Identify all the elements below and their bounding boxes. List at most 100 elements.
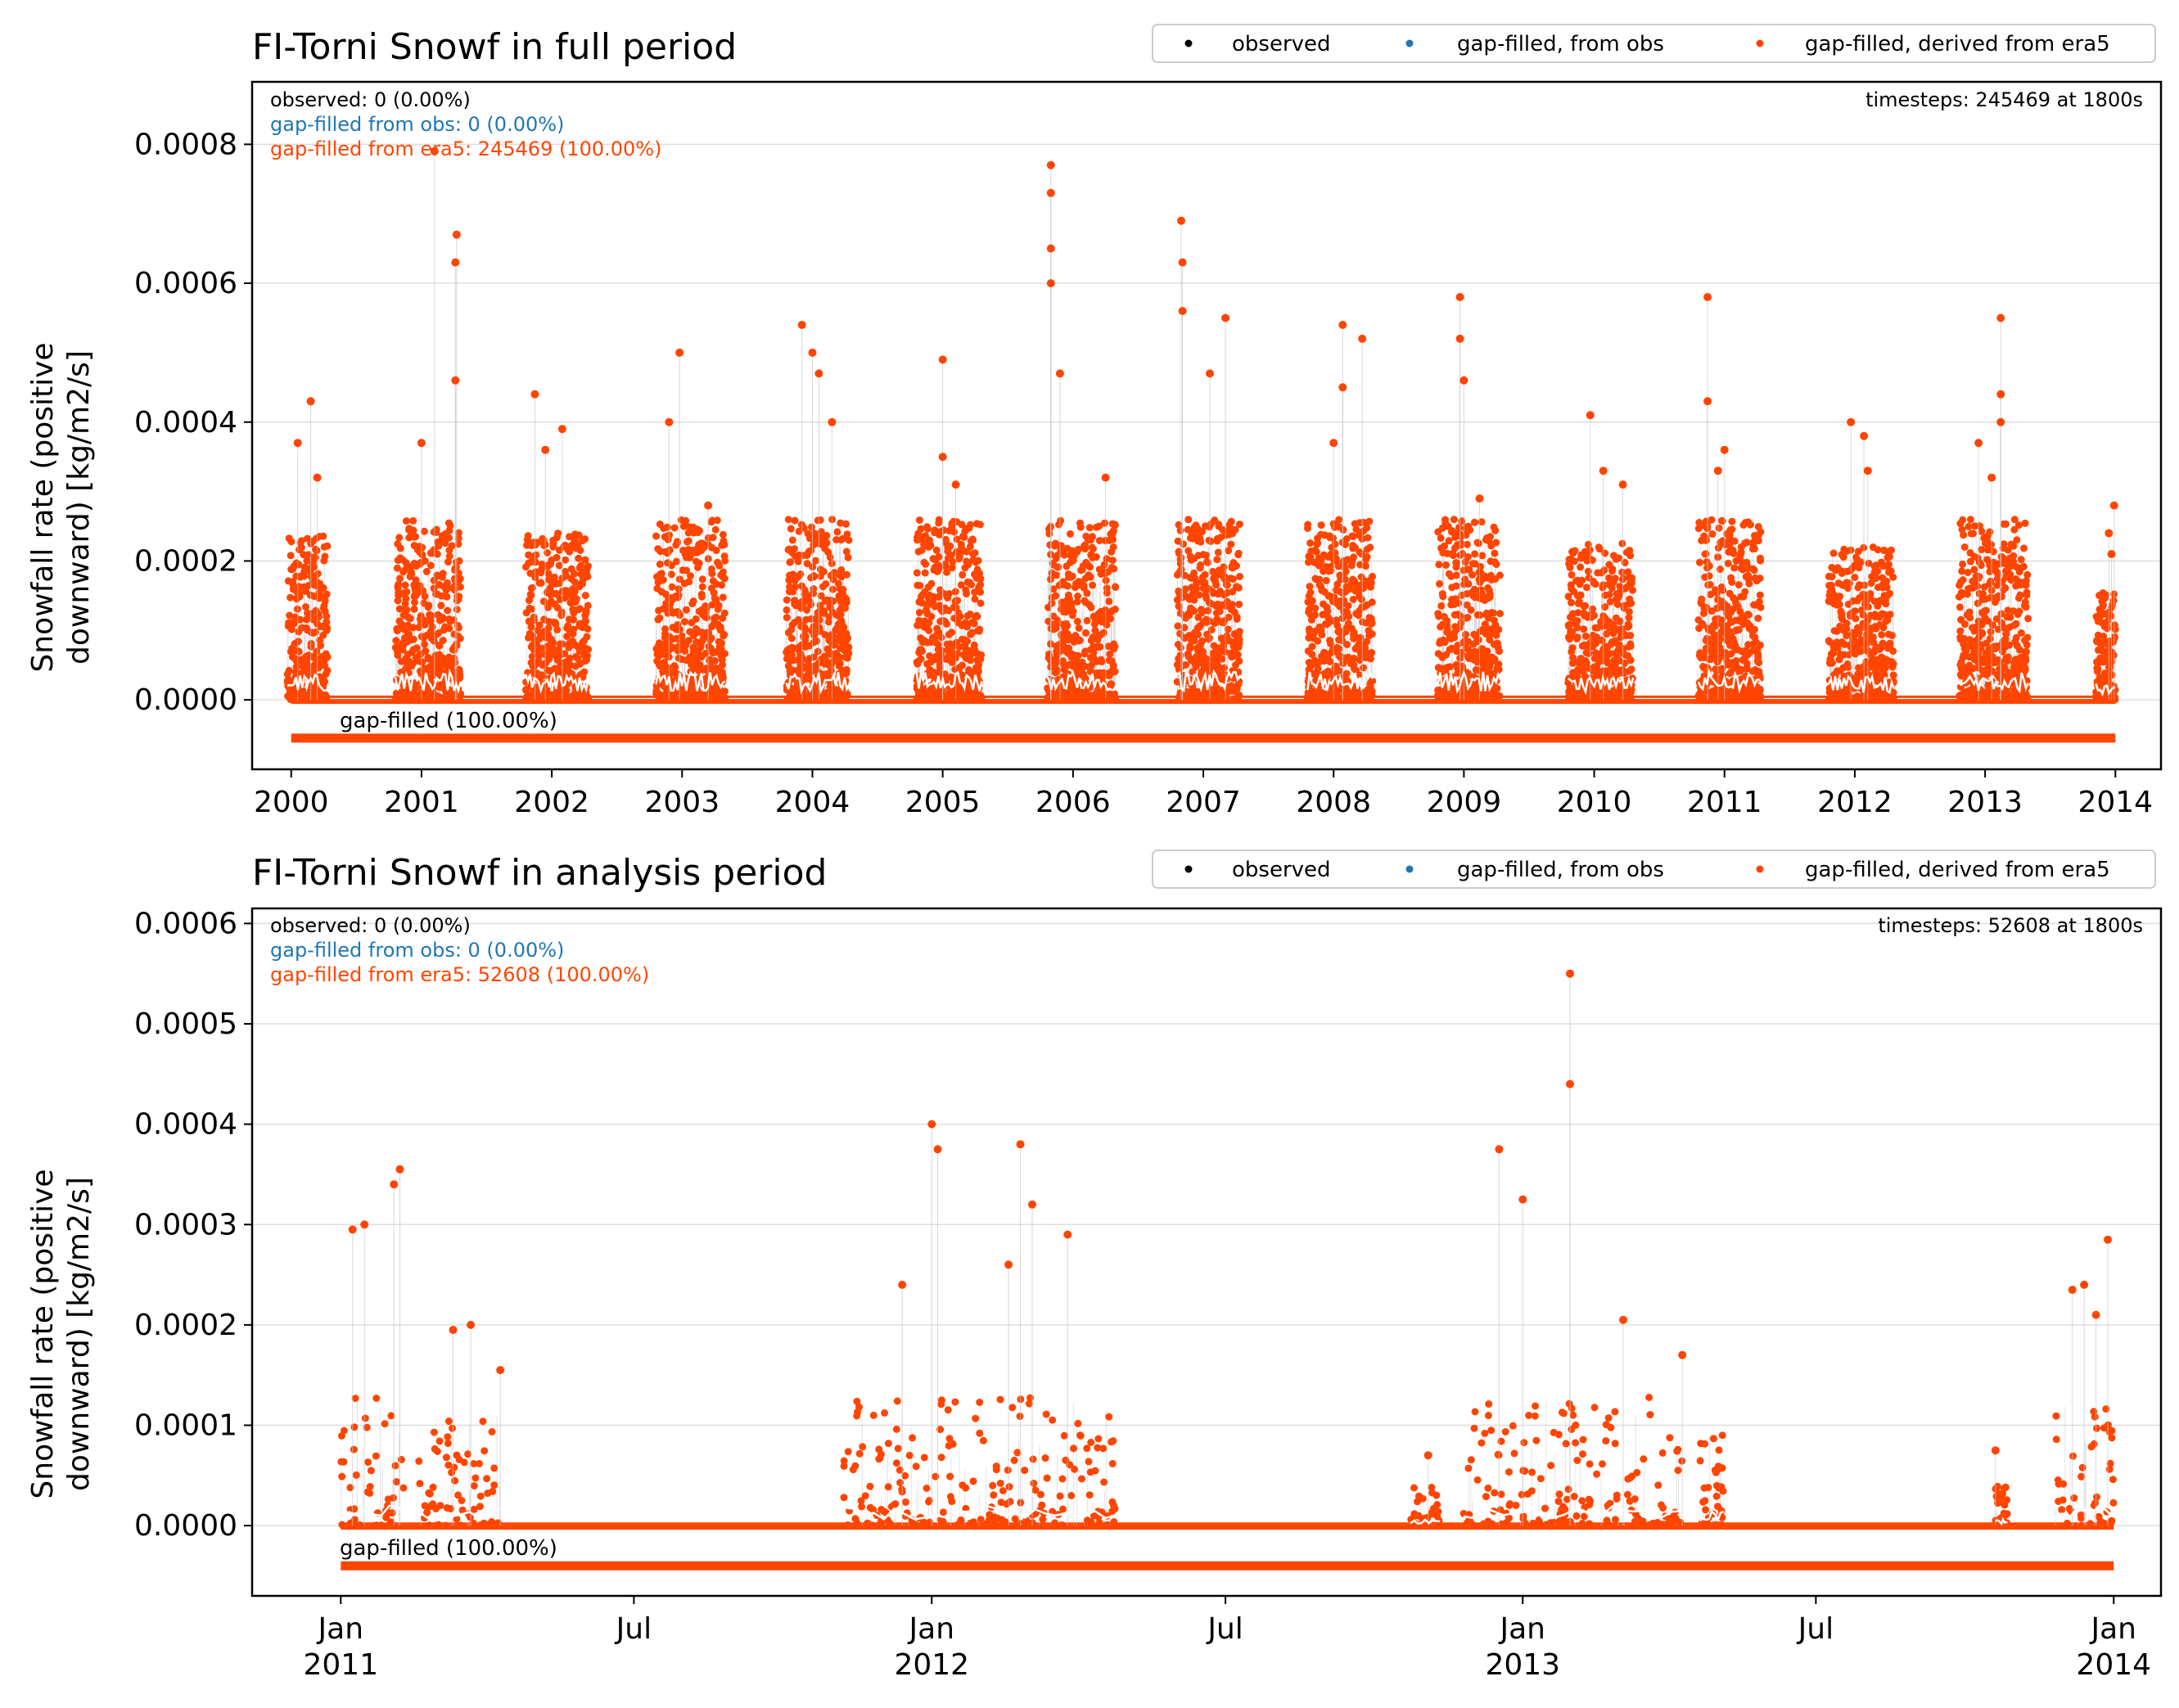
data-point (1081, 575, 1090, 583)
mean-line (785, 672, 850, 696)
data-point (1341, 657, 1348, 665)
data-point (571, 662, 580, 670)
data-point (552, 689, 560, 697)
peak-point (951, 480, 960, 489)
x-tick-label: 2012 (1817, 786, 1893, 819)
data-point (925, 591, 933, 599)
data-point (575, 620, 584, 628)
data-point (1188, 605, 1196, 613)
data-point (546, 584, 554, 593)
season-cluster (652, 348, 729, 704)
data-point (1108, 557, 1117, 565)
data-point (1204, 664, 1212, 672)
data-point (289, 585, 297, 593)
data-point (720, 632, 728, 640)
data-point (707, 584, 715, 593)
data-point (1099, 629, 1108, 637)
data-point (971, 549, 979, 557)
data-point (832, 536, 841, 543)
data-point (1201, 570, 1209, 579)
data-point (712, 580, 720, 588)
data-point (323, 626, 331, 634)
data-point (444, 606, 452, 615)
data-point (1194, 552, 1202, 560)
data-point (435, 580, 444, 588)
data-point (433, 550, 441, 558)
data-point (1334, 628, 1342, 636)
data-point (439, 654, 446, 662)
data-point (455, 557, 463, 565)
data-point (312, 545, 319, 553)
peak-point (1329, 439, 1338, 448)
data-point (319, 532, 327, 540)
data-point (311, 575, 319, 584)
data-point (958, 692, 966, 701)
data-point (829, 585, 837, 593)
data-point (1348, 532, 1356, 540)
data-point (936, 531, 944, 539)
data-point (410, 605, 418, 613)
data-point (532, 688, 540, 696)
data-point (807, 615, 815, 623)
data-point (833, 528, 841, 536)
data-point (450, 687, 458, 696)
data-point (688, 619, 696, 627)
data-point (523, 693, 531, 701)
data-point (837, 519, 845, 527)
data-point (1188, 584, 1196, 592)
data-point (696, 693, 704, 701)
mean-line (655, 670, 726, 692)
data-point (1230, 684, 1238, 692)
data-point (1213, 556, 1221, 564)
data-point (1463, 540, 1471, 548)
data-point (841, 641, 850, 649)
data-point (1343, 556, 1351, 564)
data-point (972, 696, 981, 704)
data-point (443, 579, 451, 587)
data-point (1057, 516, 1065, 525)
data-point (665, 606, 674, 614)
data-point (414, 696, 422, 704)
data-point (287, 625, 295, 633)
data-point (300, 563, 309, 571)
data-point (660, 525, 668, 532)
data-point (926, 652, 934, 660)
data-point (670, 644, 678, 652)
data-point (838, 687, 846, 696)
data-point (843, 654, 851, 662)
data-point (793, 687, 801, 695)
peak-point (293, 439, 302, 448)
data-point (1184, 547, 1193, 555)
data-point (656, 614, 664, 622)
data-point (680, 579, 688, 588)
data-point (320, 557, 328, 565)
data-point (1205, 598, 1213, 606)
data-point (708, 623, 716, 631)
data-point (677, 638, 685, 646)
data-point (708, 570, 716, 578)
data-point (399, 696, 406, 704)
data-point (687, 572, 694, 580)
data-point (557, 696, 566, 704)
data-point (950, 517, 958, 525)
data-point (842, 548, 850, 556)
data-point (581, 592, 589, 600)
data-point (1078, 566, 1086, 574)
data-point (795, 646, 803, 654)
data-point (686, 553, 694, 561)
data-point (830, 650, 838, 658)
data-point (810, 585, 818, 593)
data-point (936, 617, 945, 625)
data-point (1055, 581, 1063, 589)
data-point (1211, 516, 1219, 525)
data-point (1442, 561, 1450, 569)
data-point (1314, 534, 1321, 543)
data-point (1051, 621, 1059, 629)
data-point (1214, 665, 1221, 673)
data-point (963, 612, 972, 620)
data-point (975, 584, 983, 592)
data-point (1062, 562, 1071, 570)
data-point (923, 620, 931, 627)
data-point (1063, 582, 1071, 590)
data-point (827, 667, 835, 675)
